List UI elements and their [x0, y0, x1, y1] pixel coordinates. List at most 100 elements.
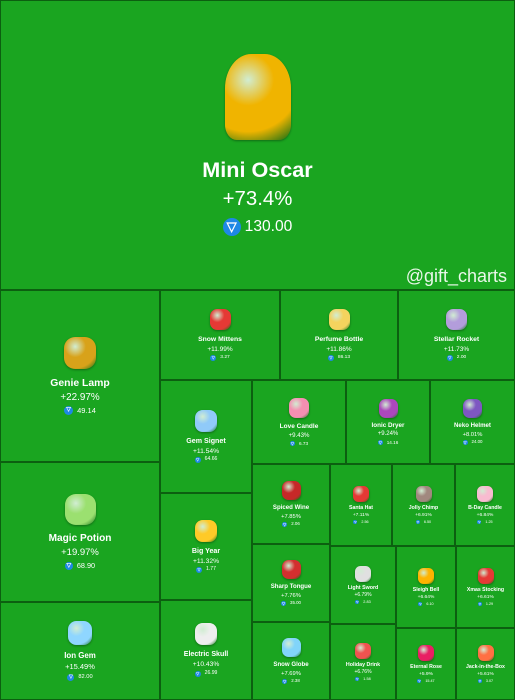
gift-name: Sharp Tongue — [270, 582, 312, 590]
gift-name: Genie Lamp — [50, 377, 110, 389]
ton-coin-icon: ▽ — [418, 601, 423, 606]
tile-eternal-rose[interactable]: Eternal Rose +5.9% ▽ 15.47 — [396, 628, 456, 700]
skull-icon — [195, 623, 217, 646]
price-value: 2.56 — [361, 519, 369, 524]
price-value: 24.00 — [471, 439, 483, 445]
gift-name: Neko Helmet — [454, 421, 491, 429]
tile-ion-gem[interactable]: Ion Gem +15.49% ▽ 82.00 — [0, 602, 160, 700]
tile-magic-potion[interactable]: Magic Potion +19.97% ▽ 68.90 — [0, 462, 160, 602]
price: ▽ 2.56 — [353, 519, 369, 524]
jack-in-the-box-icon — [477, 645, 494, 662]
tile-ionic-dryer[interactable]: Ionic Dryer +9.24% ▽ 14.16 — [346, 380, 430, 464]
ton-coin-icon: ▽ — [289, 441, 295, 447]
ton-coin-icon: ▽ — [377, 440, 383, 446]
percent-change: +6.64% — [417, 595, 435, 600]
gift-name: Big Year — [191, 546, 221, 555]
hair-dryer-icon — [378, 398, 398, 418]
tile-jolly-chimp[interactable]: Jolly Chimp +6.91% ▽ 6.50 — [392, 464, 455, 546]
price-value: 1.77 — [206, 566, 216, 573]
price: ▽ 130.00 — [222, 217, 293, 236]
tile-snow-globe[interactable]: Snow Globe +7.69% ▽ 2.38 — [252, 622, 330, 700]
percent-change: +6.91% — [415, 513, 432, 518]
gift-name: Ion Gem — [64, 651, 96, 661]
ton-coin-icon: ▽ — [210, 354, 217, 361]
gift-name: Mini Oscar — [202, 157, 313, 183]
price-value: 130.00 — [244, 218, 293, 236]
percent-change: +6.79% — [354, 591, 372, 598]
rocket-icon — [446, 309, 467, 331]
percent-change: +7.11% — [352, 513, 370, 518]
tile-perfume-bottle[interactable]: Perfume Bottle +11.86% ▽ 86.13 — [280, 290, 398, 380]
percent-change: +9.24% — [377, 431, 399, 438]
price: ▽ 64.66 — [194, 456, 218, 464]
tile-love-candle[interactable]: Love Candle +9.43% ▽ 6.73 — [252, 380, 346, 464]
price-value: 1.29 — [485, 601, 494, 606]
ton-coin-icon: ▽ — [281, 601, 286, 607]
tile-gem-signet[interactable]: Gem Signet +11.54% ▽ 64.66 — [160, 380, 252, 493]
tile-sleigh-bell[interactable]: Sleigh Bell +6.64% ▽ 6.10 — [396, 546, 456, 628]
big-year-icon — [195, 519, 217, 542]
price: ▽ 49.14 — [64, 406, 96, 416]
price: ▽ 1.77 — [196, 566, 216, 574]
ton-coin-icon: ▽ — [353, 519, 358, 524]
snow-globe-icon — [281, 637, 301, 657]
percent-change: +6.84% — [476, 513, 494, 518]
ton-coin-icon: ▽ — [222, 217, 241, 236]
tile-snow-mittens[interactable]: Snow Mittens +11.99% ▽ 3.27 — [160, 290, 280, 380]
price: ▽ 1.29 — [477, 601, 494, 606]
tile-genie-lamp[interactable]: Genie Lamp +22.97% ▽ 49.14 — [0, 290, 160, 462]
price-value: 2.83 — [363, 599, 371, 604]
tile-santa-hat[interactable]: Santa Hat +7.11% ▽ 2.56 — [330, 464, 392, 546]
gift-name: B-Day Candle — [468, 505, 502, 512]
tile-mini-oscar[interactable]: Mini Oscar +73.4% ▽ 130.00 — [0, 0, 515, 290]
tile-light-sword[interactable]: Light Sword +6.79% ▽ 2.83 — [330, 546, 396, 624]
helmet-icon — [463, 398, 482, 418]
gift-name: Sleigh Bell — [412, 587, 440, 594]
price: ▽ 1.25 — [477, 520, 493, 524]
tile-holiday-drink[interactable]: Holiday Drink +6.76% ▽ 1.58 — [330, 624, 396, 700]
tile-electric-skull[interactable]: Electric Skull +10.43% ▽ 26.99 — [160, 600, 252, 700]
tile-xmas-stocking[interactable]: Xmas Stocking +6.61% ▽ 1.29 — [456, 546, 515, 628]
price: ▽ 6.50 — [415, 520, 431, 524]
tile-spiced-wine[interactable]: Spiced Wine +7.85% ▽ 2.06 — [252, 464, 330, 544]
tile-sharp-tongue[interactable]: Sharp Tongue +7.76% ▽ 35.00 — [252, 544, 330, 622]
price: ▽ 26.99 — [194, 670, 217, 677]
gem-icon — [68, 621, 92, 646]
tile-jack-in-the-box[interactable]: Jack-in-the-Box +5.61% ▽ 3.07 — [456, 628, 515, 700]
price-value: 2.38 — [291, 678, 300, 684]
price-value: 68.90 — [76, 560, 96, 570]
percent-change: +5.61% — [477, 672, 494, 677]
price-value: 82.00 — [78, 674, 93, 681]
gift-name: Perfume Bottle — [314, 336, 364, 344]
gift-name: Holiday Drink — [345, 662, 381, 669]
price-value: 64.66 — [204, 456, 218, 463]
ton-coin-icon: ▽ — [477, 601, 482, 606]
santa-hat-icon — [353, 486, 369, 503]
birthday-cake-icon — [477, 486, 493, 503]
price: ▽ 6.73 — [289, 441, 308, 447]
price-value: 3.27 — [220, 355, 230, 361]
percent-change: +10.43% — [192, 661, 220, 669]
price-value: 15.47 — [425, 678, 435, 683]
ton-coin-icon: ▽ — [477, 678, 482, 683]
tile-stellar-rocket[interactable]: Stellar Rocket +11.73% ▽ 2.00 — [398, 290, 515, 380]
ton-coin-icon: ▽ — [64, 406, 74, 416]
price: ▽ 3.27 — [210, 354, 230, 361]
gift-name: Santa Hat — [349, 505, 373, 512]
mittens-icon — [209, 309, 231, 331]
price: ▽ 24.00 — [462, 439, 483, 446]
tile-big-year[interactable]: Big Year +11.32% ▽ 1.77 — [160, 493, 252, 600]
tile-bday-candle[interactable]: B-Day Candle +6.84% ▽ 1.25 — [455, 464, 515, 546]
oscar-trophy-icon — [224, 54, 291, 141]
price-value: 86.13 — [337, 355, 351, 361]
perfume-icon — [328, 309, 350, 331]
potion-bottle-icon — [64, 494, 96, 526]
price: ▽ 2.06 — [282, 521, 300, 528]
price-value: 14.16 — [386, 440, 399, 446]
price: ▽ 2.38 — [282, 678, 300, 685]
tile-neko-helmet[interactable]: Neko Helmet +8.01% ▽ 24.00 — [430, 380, 515, 464]
percent-change: +6.61% — [477, 595, 494, 600]
stocking-icon — [477, 568, 494, 585]
price-value: 2.00 — [456, 355, 467, 361]
